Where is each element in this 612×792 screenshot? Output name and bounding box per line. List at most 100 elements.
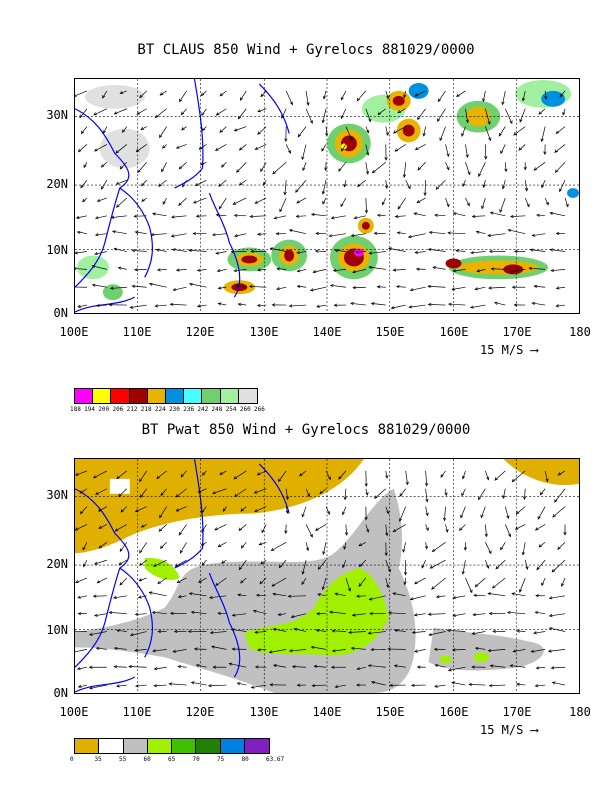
wind-vector-head	[364, 516, 368, 521]
wind-vector	[519, 577, 526, 593]
wind-vector-head	[98, 545, 103, 549]
wind-vector	[114, 108, 127, 115]
wind-vector-head	[101, 186, 105, 190]
wind-vector-head	[319, 490, 324, 495]
wind-vector	[536, 666, 546, 669]
wind-vector	[159, 126, 167, 138]
wind-vector-head	[188, 282, 193, 286]
wind-vector-head	[414, 146, 419, 151]
wind-vector-head	[131, 284, 136, 288]
wind-vector	[101, 162, 108, 168]
wind-vector-head	[134, 509, 139, 513]
wind-vector-head	[128, 665, 132, 669]
wind-vector-head	[447, 231, 451, 235]
wind-vector	[155, 304, 167, 307]
wind-vector	[490, 665, 506, 668]
wind-vector	[399, 488, 406, 497]
wind-vector	[77, 304, 88, 308]
wind-vector	[181, 108, 187, 115]
colorbar-label: 260	[239, 406, 251, 413]
wind-vector-head	[437, 98, 441, 103]
wind-vector-head	[200, 92, 205, 97]
wind-vector	[119, 577, 128, 586]
wind-vector	[340, 108, 347, 119]
wind-vector	[257, 649, 267, 651]
wind-vector	[215, 144, 227, 151]
wind-vector-head	[368, 118, 372, 123]
wind-vector-head	[389, 683, 393, 687]
wind-vector-head	[452, 269, 457, 273]
wind-vector-head	[513, 132, 517, 136]
wind-vector	[538, 542, 546, 548]
wind-vector-head	[113, 646, 118, 651]
wind-vector-head	[545, 478, 549, 483]
wind-vector	[218, 303, 227, 306]
wind-vector-head	[533, 167, 538, 171]
wind-vector-head	[113, 595, 117, 599]
wind-vector	[445, 197, 450, 207]
wind-vector-head	[431, 586, 435, 590]
wind-vector-head	[217, 544, 222, 548]
wind-vector-head	[551, 568, 556, 573]
wind-vector	[75, 251, 88, 254]
colorbar-label: 0	[70, 756, 74, 763]
wind-vector-head	[474, 583, 479, 588]
wind-vector-head	[211, 233, 216, 237]
wind-vector	[351, 233, 366, 237]
wind-vector	[343, 542, 347, 550]
wind-vector-head	[462, 183, 466, 187]
wind-vector-head	[113, 665, 118, 669]
wind-vector-head	[499, 209, 503, 214]
wind-vector	[77, 666, 88, 670]
wind-vector-head	[414, 250, 419, 254]
wind-vector	[269, 649, 287, 653]
wind-vector	[562, 108, 566, 115]
wind-vector	[475, 286, 486, 290]
wind-vector	[75, 524, 88, 531]
wind-vector-head	[200, 542, 205, 546]
wind-vector-head	[417, 166, 421, 171]
wind-vector-head	[387, 647, 391, 651]
colorbar-label: 266	[254, 406, 265, 413]
wind-vector-head	[364, 483, 368, 487]
wind-vector-head	[288, 229, 293, 233]
wind-vector	[78, 684, 88, 688]
wind-vector	[424, 180, 426, 196]
wind-vector-head	[115, 150, 119, 154]
wind-vector-head	[94, 613, 98, 617]
wind-vector-head	[544, 96, 548, 100]
wind-vector	[352, 613, 366, 616]
wind-vector	[365, 108, 371, 122]
wind-vector-head	[350, 233, 355, 237]
wind-vector-head	[537, 516, 541, 520]
wind-vector-head	[92, 594, 97, 598]
wind-vector	[178, 197, 187, 206]
wind-vector-head	[512, 649, 517, 653]
wind-vector	[218, 541, 227, 548]
wind-vector-head	[234, 234, 238, 238]
wind-vector	[92, 284, 107, 288]
wind-vector-head	[408, 305, 413, 309]
wind-vector	[159, 506, 167, 518]
wind-vector	[116, 470, 128, 479]
wind-vector	[139, 470, 148, 482]
wind-vector	[116, 197, 128, 208]
wind-vector	[538, 108, 546, 115]
wind-vector-head	[488, 137, 492, 142]
wind-vector	[476, 269, 486, 272]
wind-vector	[510, 665, 526, 668]
wind-vector-head	[550, 666, 555, 670]
wind-vector-head	[284, 138, 288, 143]
wind-vector	[115, 144, 128, 154]
wind-vector	[278, 613, 287, 616]
wind-vector-head	[352, 286, 356, 290]
wind-vector	[502, 488, 506, 499]
wind-vector	[119, 162, 128, 170]
wind-vector	[139, 559, 147, 566]
wind-vector	[75, 268, 87, 270]
wind-vector-head	[288, 649, 293, 653]
wind-vector	[504, 108, 513, 124]
wind-vector	[302, 506, 307, 517]
wind-vector	[459, 524, 466, 531]
wind-vector	[512, 593, 526, 597]
